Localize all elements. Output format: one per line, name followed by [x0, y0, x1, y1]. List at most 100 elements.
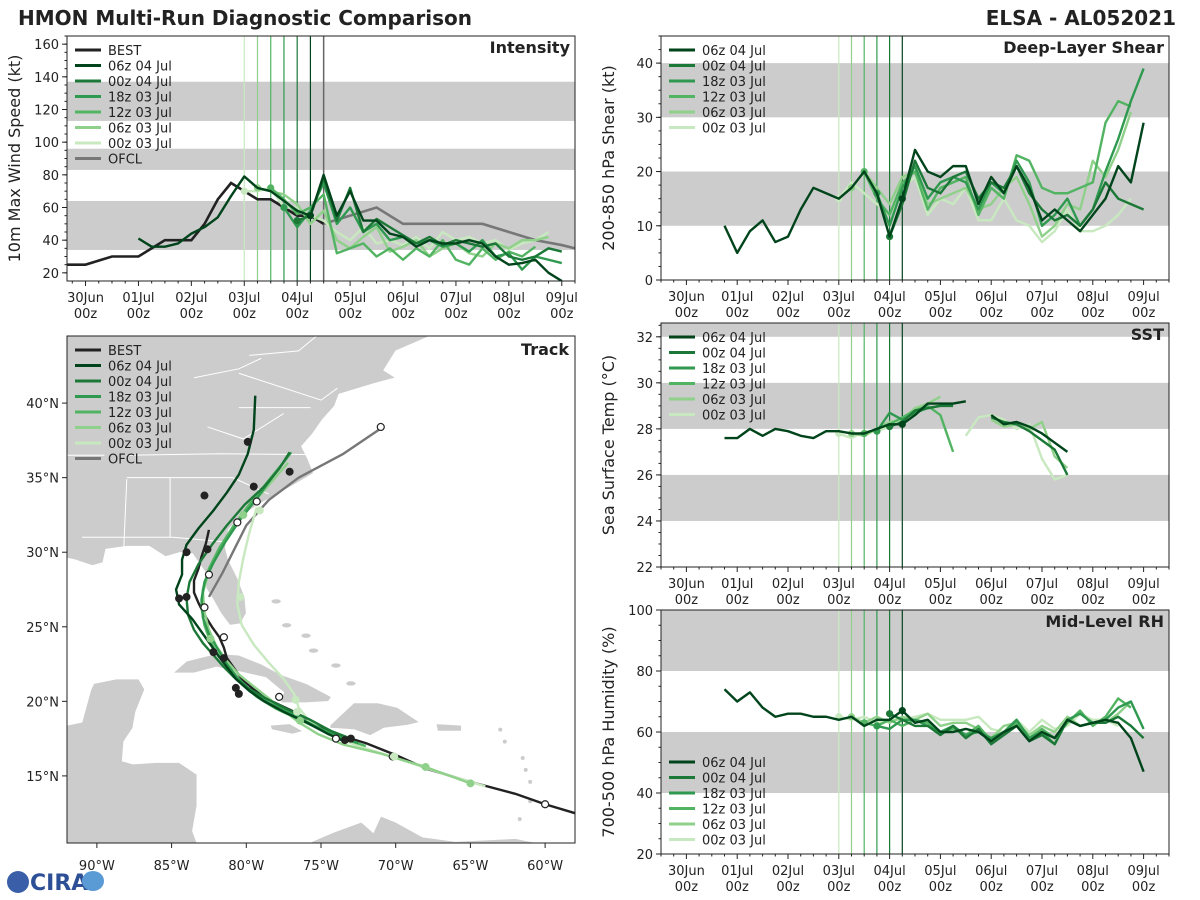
legend-label: 00z 03 Jul: [702, 122, 766, 137]
track-marker: [421, 762, 430, 771]
init-marker: [306, 212, 315, 220]
init-marker: [898, 707, 906, 715]
land-antilles: [517, 817, 522, 822]
x-tick-label: 04Jul: [873, 290, 905, 305]
legend-label: 12z 03 Jul: [702, 803, 766, 818]
x-tick-label: 85°W: [154, 859, 190, 874]
x-tick-label: 00z: [675, 593, 699, 608]
x-tick-label: 00z: [726, 880, 750, 895]
legend-label: 06z 04 Jul: [108, 360, 172, 375]
series-line: [990, 418, 1069, 469]
init-marker: [898, 420, 906, 428]
x-tick-label: 05Jul: [924, 290, 956, 305]
ofcl-marker: [233, 518, 242, 527]
legend-label: 00z 04 Jul: [702, 347, 766, 362]
ofcl-line: [323, 206, 575, 250]
y-tick-label: 15°N: [26, 770, 59, 785]
legend-label: 12z 03 Jul: [702, 91, 766, 106]
track-marker: [219, 654, 228, 663]
y-tick-label: 28: [636, 423, 653, 438]
ofcl-marker: [204, 570, 214, 579]
y-tick-label: 22: [636, 561, 653, 576]
land-bahamas: [330, 662, 342, 669]
x-tick-label: 00z: [127, 307, 151, 322]
x-tick-label: 09Jul: [1127, 577, 1159, 592]
x-tick-label: 07Jul: [440, 291, 472, 306]
legend-label: 06z 03 Jul: [108, 422, 172, 437]
legend-label: 06z 04 Jul: [702, 756, 766, 771]
state-border: [207, 413, 284, 440]
x-tick-label: 90°W: [79, 859, 115, 874]
x-tick-label: 00z: [776, 880, 800, 895]
legend-label: 00z 04 Jul: [702, 60, 766, 75]
land-south-america: [274, 815, 538, 843]
legend-label: 06z 03 Jul: [702, 393, 766, 408]
init-marker: [873, 722, 881, 730]
x-tick-label: 00z: [726, 593, 750, 608]
land-bahamas: [270, 598, 282, 605]
x-tick-label: 07Jul: [1026, 577, 1058, 592]
x-tick-label: 00z: [1030, 593, 1054, 608]
x-tick-label: 02Jul: [772, 864, 804, 879]
sst-plot-area: [661, 323, 1169, 567]
x-tick-label: 00z: [776, 593, 800, 608]
x-tick-label: 00z: [74, 307, 98, 322]
ofcl-marker: [252, 497, 261, 506]
x-tick-label: 06Jul: [975, 577, 1007, 592]
x-tick-label: 65°W: [452, 859, 488, 874]
x-tick-label: 00z: [1132, 880, 1156, 895]
series-track: [185, 451, 352, 740]
state-border: [123, 479, 128, 548]
x-tick-label: 04Jul: [281, 291, 313, 306]
land-bahamas: [308, 647, 319, 654]
x-tick-label: 30Jun: [67, 291, 104, 306]
legend-label: 06z 03 Jul: [702, 106, 766, 121]
x-tick-label: 02Jul: [772, 290, 804, 305]
x-tick-label: 80°W: [228, 859, 264, 874]
y-tick-label: 26: [636, 469, 653, 484]
land-bahamas: [281, 622, 292, 629]
best-marker: [200, 603, 209, 612]
y-tick-label: 24: [636, 515, 653, 530]
series-line: [724, 400, 967, 440]
track-map-area: [67, 336, 575, 843]
track-marker: [291, 695, 300, 704]
legend-label: 06z 04 Jul: [702, 331, 766, 346]
x-tick-label: 00z: [929, 593, 953, 608]
x-tick-label: 08Jul: [1077, 577, 1109, 592]
x-tick-label: 09Jul: [1127, 864, 1159, 879]
x-tick-label: 00z: [391, 307, 415, 322]
legend-label: 18z 03 Jul: [702, 787, 766, 802]
shade-band: [661, 610, 1169, 671]
x-tick-label: 00z: [286, 307, 310, 322]
x-tick-label: 09Jul: [1127, 290, 1159, 305]
x-tick-label: 02Jul: [175, 291, 207, 306]
series-line: [723, 688, 1145, 773]
legend-label: BEST: [108, 44, 141, 59]
state-border: [126, 477, 269, 495]
shade-band: [661, 323, 1169, 337]
panel-intensity: 2040608010012014016030Jun00z01Jul00z02Ju…: [5, 35, 578, 322]
x-tick-label: 00z: [929, 880, 953, 895]
y-tick-label: 10: [636, 220, 653, 235]
y-tick-label: 20°N: [26, 695, 59, 710]
legend-label: 00z 04 Jul: [702, 772, 766, 787]
track-marker: [203, 545, 212, 554]
y-tick-label: 100: [34, 136, 59, 151]
x-tick-label: 08Jul: [493, 291, 525, 306]
track-marker: [231, 683, 240, 692]
land-antilles: [520, 756, 525, 761]
land-central-america: [67, 678, 198, 843]
track-marker: [249, 482, 258, 491]
y-tick-label: 100: [628, 604, 653, 619]
logo-wave-icon: [82, 871, 104, 891]
series-line: [990, 416, 1069, 476]
logo-text: CIRA: [30, 871, 88, 896]
series-line: [282, 181, 563, 271]
x-tick-label: 00z: [233, 307, 257, 322]
x-tick-label: 30Jun: [668, 864, 705, 879]
x-tick-label: 30Jun: [668, 290, 705, 305]
x-tick-label: 00z: [1081, 306, 1105, 321]
